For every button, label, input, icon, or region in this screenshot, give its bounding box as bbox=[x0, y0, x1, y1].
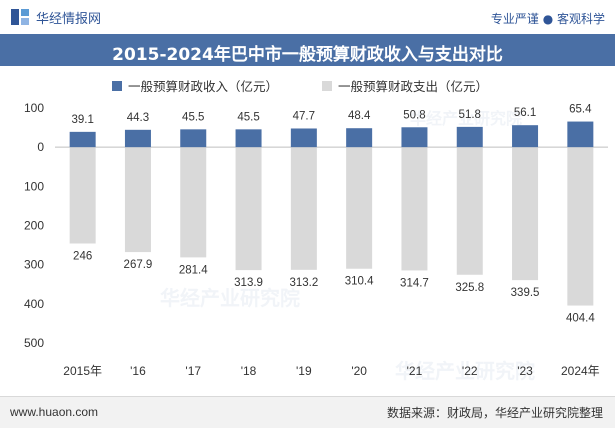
income-bar bbox=[235, 129, 262, 148]
logo-icon bbox=[11, 9, 29, 25]
x-tick-label: '23 bbox=[517, 364, 533, 378]
y-tick-label: 400 bbox=[24, 297, 44, 311]
income-value-label: 56.1 bbox=[514, 107, 536, 119]
x-tick-label: '18 bbox=[241, 364, 257, 378]
legend-item-income: 一般预算财政收入（亿元） bbox=[112, 76, 278, 95]
income-value-label: 44.3 bbox=[127, 112, 149, 124]
footer: www.huaon.com 数据来源：财政局，华经产业研究院整理 bbox=[0, 396, 615, 428]
income-bar bbox=[512, 125, 539, 148]
expenditure-value-label: 246 bbox=[73, 251, 92, 263]
income-value-label: 45.5 bbox=[237, 111, 259, 123]
expenditure-value-label: 310.4 bbox=[345, 276, 374, 288]
footer-source: 数据来源：财政局，华经产业研究院整理 bbox=[386, 406, 603, 420]
watermark-text-3: 华经产业研究院 bbox=[410, 109, 523, 128]
income-value-label: 51.8 bbox=[459, 109, 481, 121]
legend-item-expenditure: 一般预算财政支出（亿元） bbox=[322, 76, 488, 95]
income-value-label: 45.5 bbox=[182, 111, 204, 123]
footer-website[interactable]: www.huaon.com bbox=[10, 405, 99, 419]
expenditure-value-label: 404.4 bbox=[566, 313, 595, 325]
expenditure-bar bbox=[235, 147, 262, 271]
expenditure-value-label: 314.7 bbox=[400, 277, 429, 289]
income-bar bbox=[124, 129, 151, 148]
y-tick-label: 100 bbox=[24, 179, 44, 193]
income-value-label: 39.1 bbox=[71, 114, 93, 126]
expenditure-value-label: 313.9 bbox=[234, 277, 263, 289]
expenditure-bar bbox=[290, 147, 317, 270]
expenditure-bar bbox=[401, 147, 428, 271]
income-bar bbox=[401, 127, 428, 148]
watermark-text-2: 华经产业研究院 bbox=[395, 359, 535, 383]
expenditure-value-label: 267.9 bbox=[124, 259, 153, 271]
x-tick-label: '20 bbox=[351, 364, 367, 378]
logo-text: 华经情报网 bbox=[36, 11, 102, 27]
brand-logo[interactable]: 华经情报网 bbox=[10, 7, 101, 27]
x-tick-label: '16 bbox=[130, 364, 146, 378]
expenditure-value-label: 313.2 bbox=[289, 277, 318, 289]
income-bar bbox=[567, 121, 594, 148]
y-tick-label: 300 bbox=[24, 258, 44, 272]
expenditure-value-label: 281.4 bbox=[179, 264, 208, 276]
x-tick-label: 2015年 bbox=[63, 364, 102, 378]
top-bar: 华经情报网 专业严谨 ● 客观科学 bbox=[0, 0, 615, 34]
legend-label-expenditure: 一般预算财政支出（亿元） bbox=[338, 79, 489, 94]
expenditure-bar bbox=[124, 147, 151, 253]
bar-chart: 100 0 100 200 300 400 500 39.1 246 2015年 44.3 267.9… bbox=[24, 101, 608, 378]
x-tick-label: '21 bbox=[407, 364, 423, 378]
tagline: 专业严谨 ● 客观科学 bbox=[490, 12, 605, 26]
title-bar: 2015-2024年巴中市一般预算财政收入与支出对比 bbox=[0, 34, 615, 66]
x-tick-label: '19 bbox=[296, 364, 312, 378]
expenditure-bar bbox=[567, 147, 594, 306]
chart-legend: 一般预算财政收入（亿元） 一般预算财政支出（亿元） bbox=[0, 74, 615, 94]
income-value-label: 48.4 bbox=[348, 110, 371, 122]
legend-swatch-expenditure bbox=[322, 80, 332, 91]
x-tick-label: '17 bbox=[185, 364, 201, 378]
income-value-label: 50.8 bbox=[403, 109, 425, 121]
legend-swatch-income bbox=[112, 80, 122, 91]
income-bar bbox=[69, 131, 96, 148]
expenditure-value-label: 325.8 bbox=[455, 282, 484, 294]
income-bar bbox=[290, 128, 317, 148]
chart-title: 2015-2024年巴中市一般预算财政收入与支出对比 bbox=[112, 45, 503, 65]
expenditure-bar bbox=[512, 147, 539, 281]
y-tick-label: 0 bbox=[37, 140, 44, 154]
x-tick-label: '22 bbox=[462, 364, 478, 378]
income-bar bbox=[180, 129, 207, 148]
y-tick-label: 100 bbox=[24, 101, 44, 115]
income-value-label: 65.4 bbox=[569, 104, 592, 116]
watermark-text: 华经产业研究院 bbox=[160, 286, 300, 310]
income-value-label: 47.7 bbox=[293, 110, 315, 122]
y-tick-label: 500 bbox=[24, 336, 44, 350]
expenditure-bar bbox=[346, 147, 373, 269]
income-bar bbox=[346, 128, 373, 148]
expenditure-bar bbox=[69, 147, 96, 244]
y-tick-label: 200 bbox=[24, 219, 44, 233]
legend-label-income: 一般预算财政收入（亿元） bbox=[128, 79, 279, 94]
income-bar bbox=[456, 126, 483, 148]
x-tick-label: 2024年 bbox=[561, 364, 600, 378]
expenditure-value-label: 339.5 bbox=[511, 287, 540, 299]
expenditure-bar bbox=[180, 147, 207, 258]
expenditure-bar bbox=[456, 147, 483, 275]
